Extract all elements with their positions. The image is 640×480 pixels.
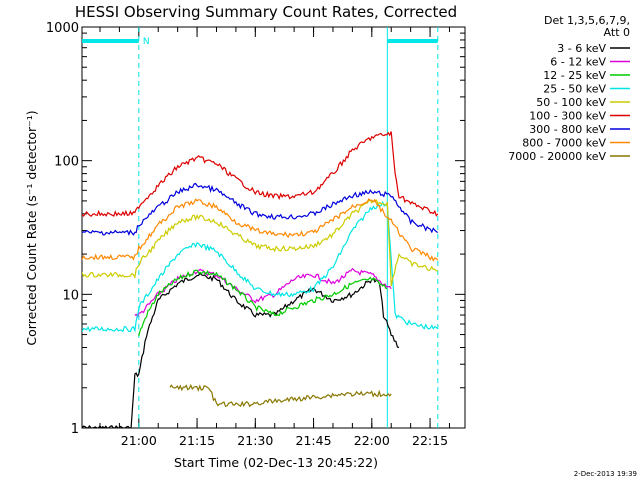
x-tick-label: 22:15 — [412, 433, 448, 448]
legend-entry-label: 300 - 800 keV — [529, 123, 606, 136]
legend-header: Det 1,3,5,6,7,9, — [544, 14, 630, 27]
series-line — [82, 182, 439, 236]
chart-title: HESSI Observing Summary Count Rates, Cor… — [75, 3, 457, 21]
series-line — [134, 267, 392, 319]
x-axis-label: Start Time (02-Dec-13 20:45:22) — [174, 455, 378, 470]
legend-entry-label: 7000 - 20000 keV — [508, 150, 606, 163]
footer-timestamp: 2-Dec-2013 19:39 — [574, 470, 637, 478]
legend-entry-label: 100 - 300 keV — [529, 110, 606, 123]
legend-entry-label: 50 - 100 keV — [536, 96, 606, 109]
x-tick-label: 21:15 — [179, 433, 215, 448]
legend-header: Att 0 — [604, 26, 630, 39]
plot-frame — [81, 26, 466, 429]
legend-entry-label: 3 - 6 keV — [557, 42, 606, 55]
series-line — [138, 269, 388, 337]
series-line — [82, 200, 439, 333]
y-tick-label: 10 — [62, 288, 79, 303]
y-tick-label: 1000 — [46, 21, 79, 36]
night-marker-label: N — [143, 37, 150, 47]
series-line — [82, 199, 438, 287]
x-tick-label: 21:00 — [121, 433, 157, 448]
legend-entry-label: 12 - 25 keV — [543, 69, 606, 82]
legend-entry-label: 6 - 12 keV — [550, 56, 606, 69]
series-line — [82, 198, 439, 262]
series-line — [82, 272, 400, 428]
y-axis-label: Corrected Count Rate (s⁻¹ detector⁻¹) — [24, 110, 39, 345]
y-tick-label: 100 — [54, 155, 79, 170]
plot-area: 1 10 100 1000 21:00 21:15 21:30 21:45 22:00 22:15… — [46, 21, 466, 448]
x-tick-label: 21:45 — [296, 433, 332, 448]
series-line — [169, 383, 392, 408]
y-tick-label: 1 — [71, 422, 79, 437]
legend-entry-label: 25 - 50 keV — [543, 83, 606, 96]
x-tick-label: 21:30 — [237, 433, 273, 448]
legend-entry-label: 800 - 7000 keV — [522, 137, 606, 150]
series-line — [82, 131, 439, 217]
x-tick-label: 22:00 — [354, 433, 390, 448]
